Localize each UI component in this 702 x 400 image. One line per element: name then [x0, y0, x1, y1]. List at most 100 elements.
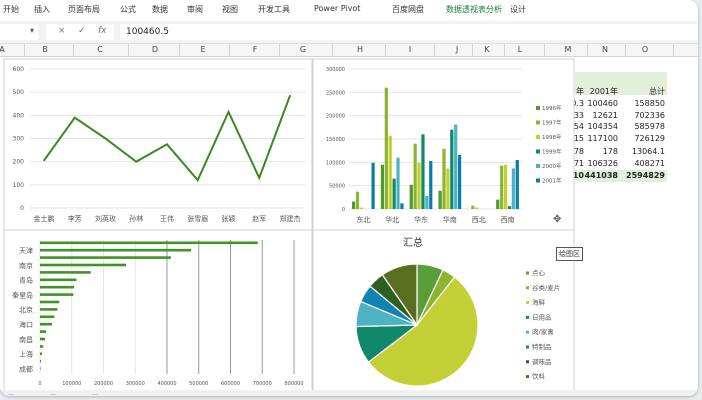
ribbon-tab[interactable]: 开发工具	[258, 5, 290, 14]
name-box[interactable]: ▾	[0, 24, 38, 40]
column-bar[interactable]	[515, 160, 519, 209]
sheet-tab[interactable]: …	[92, 390, 98, 396]
bar[interactable]	[40, 300, 60, 304]
bar[interactable]	[40, 271, 91, 274]
column-bar[interactable]	[500, 165, 504, 209]
column-divider[interactable]	[472, 44, 473, 56]
bar[interactable]	[40, 278, 77, 282]
column-header[interactable]: A	[0, 45, 5, 54]
column-divider[interactable]	[229, 44, 230, 56]
column-bar[interactable]	[400, 203, 404, 209]
column-bar[interactable]	[471, 205, 475, 209]
line-point[interactable]	[166, 143, 168, 146]
column-header[interactable]: J	[455, 45, 459, 54]
line-chart-area[interactable]	[3, 58, 313, 231]
table-cell[interactable]: 2594829	[626, 171, 665, 180]
column-bar[interactable]	[450, 129, 454, 209]
column-divider[interactable]	[385, 44, 386, 56]
bar[interactable]	[40, 293, 74, 296]
column-header[interactable]: B	[42, 45, 48, 54]
line-point[interactable]	[196, 179, 199, 181]
column-header[interactable]: M	[564, 45, 572, 54]
ribbon-tab[interactable]: 审阅	[187, 5, 203, 14]
table-cell[interactable]: 12621	[592, 111, 618, 120]
ribbon-tab[interactable]: 数据透视表分析	[446, 5, 502, 14]
column-divider[interactable]	[279, 44, 280, 56]
line-point[interactable]	[227, 111, 230, 113]
column-bar[interactable]	[359, 207, 363, 209]
ribbon-tab[interactable]: 设计	[510, 5, 526, 14]
column-bar[interactable]	[511, 168, 515, 209]
column-bar[interactable]	[421, 134, 425, 209]
bar[interactable]	[40, 352, 42, 356]
column-bar[interactable]	[409, 184, 413, 209]
table-cell[interactable]: 441038	[584, 171, 618, 180]
column-bar[interactable]	[352, 201, 356, 209]
bar[interactable]	[40, 315, 55, 319]
table-cell[interactable]: 726129	[634, 134, 665, 143]
cancel-icon[interactable]: ×	[58, 26, 66, 36]
column-header[interactable]: L	[517, 45, 523, 54]
fx-icon[interactable]: fx	[98, 26, 107, 36]
table-cell[interactable]: 100460	[587, 99, 618, 108]
bar[interactable]	[40, 241, 258, 245]
column-bar[interactable]	[475, 207, 479, 209]
line-point[interactable]	[258, 177, 261, 179]
column-bar[interactable]	[438, 190, 442, 209]
chevron-down-icon[interactable]: ▾	[29, 26, 34, 35]
line-point[interactable]	[104, 137, 107, 140]
column-bar[interactable]	[388, 135, 392, 209]
bar[interactable]	[40, 345, 44, 348]
column-bar[interactable]	[454, 124, 458, 209]
bar[interactable]	[40, 308, 58, 311]
column-bar[interactable]	[446, 168, 450, 209]
column-bar[interactable]	[507, 206, 512, 209]
column-bar[interactable]	[355, 191, 360, 209]
ribbon-tab[interactable]: 开始	[3, 5, 19, 14]
column-divider[interactable]	[672, 44, 674, 56]
column-header[interactable]: I	[408, 45, 412, 54]
line-point[interactable]	[289, 94, 291, 97]
column-header[interactable]: K	[484, 45, 490, 54]
table-cell[interactable]: 71	[573, 159, 584, 168]
column-divider[interactable]	[625, 44, 626, 56]
column-divider[interactable]	[544, 44, 545, 56]
column-bar[interactable]	[442, 148, 446, 209]
ribbon-tab[interactable]: 百度网盘	[392, 5, 424, 14]
table-cell[interactable]: 178	[602, 147, 618, 156]
ribbon-tab[interactable]: 公式	[120, 5, 136, 14]
column-divider[interactable]	[433, 44, 435, 56]
column-header[interactable]: O	[641, 45, 649, 54]
column-divider[interactable]	[179, 44, 180, 56]
column-bar[interactable]	[496, 199, 500, 209]
ribbon-tab[interactable]: 页面布局	[68, 5, 100, 14]
pie-slice[interactable]	[367, 276, 479, 387]
bar[interactable]	[40, 322, 53, 326]
bar[interactable]	[40, 285, 74, 289]
formula-input[interactable]: 100460.5	[120, 24, 698, 40]
column-header[interactable]: N	[602, 45, 608, 54]
table-cell[interactable]: 13064.1	[631, 147, 665, 156]
column-bar[interactable]	[458, 154, 462, 209]
table-cell[interactable]: 33	[573, 111, 584, 120]
bar[interactable]	[40, 248, 192, 252]
table-cell[interactable]: 158850	[634, 99, 665, 108]
column-header[interactable]: D	[151, 45, 159, 54]
column-divider[interactable]	[72, 44, 74, 56]
enter-icon[interactable]: ✓	[78, 26, 86, 36]
sheet-tab[interactable]: …	[50, 390, 56, 396]
sheet-tab[interactable]: …	[8, 390, 14, 396]
bar[interactable]	[40, 330, 47, 333]
table-cell[interactable]: 702336	[634, 111, 665, 120]
column-divider[interactable]	[331, 44, 333, 56]
column-bar[interactable]	[396, 157, 400, 209]
column-bar[interactable]	[417, 162, 421, 209]
column-bar[interactable]	[384, 87, 388, 209]
table-cell[interactable]: 0.3	[571, 99, 584, 108]
column-header[interactable]: F	[252, 45, 258, 54]
column-bar[interactable]	[429, 160, 433, 209]
line-point[interactable]	[135, 160, 138, 163]
column-bar[interactable]	[392, 178, 396, 209]
table-cell[interactable]: 10	[572, 171, 584, 180]
table-cell[interactable]: 78	[573, 147, 584, 156]
